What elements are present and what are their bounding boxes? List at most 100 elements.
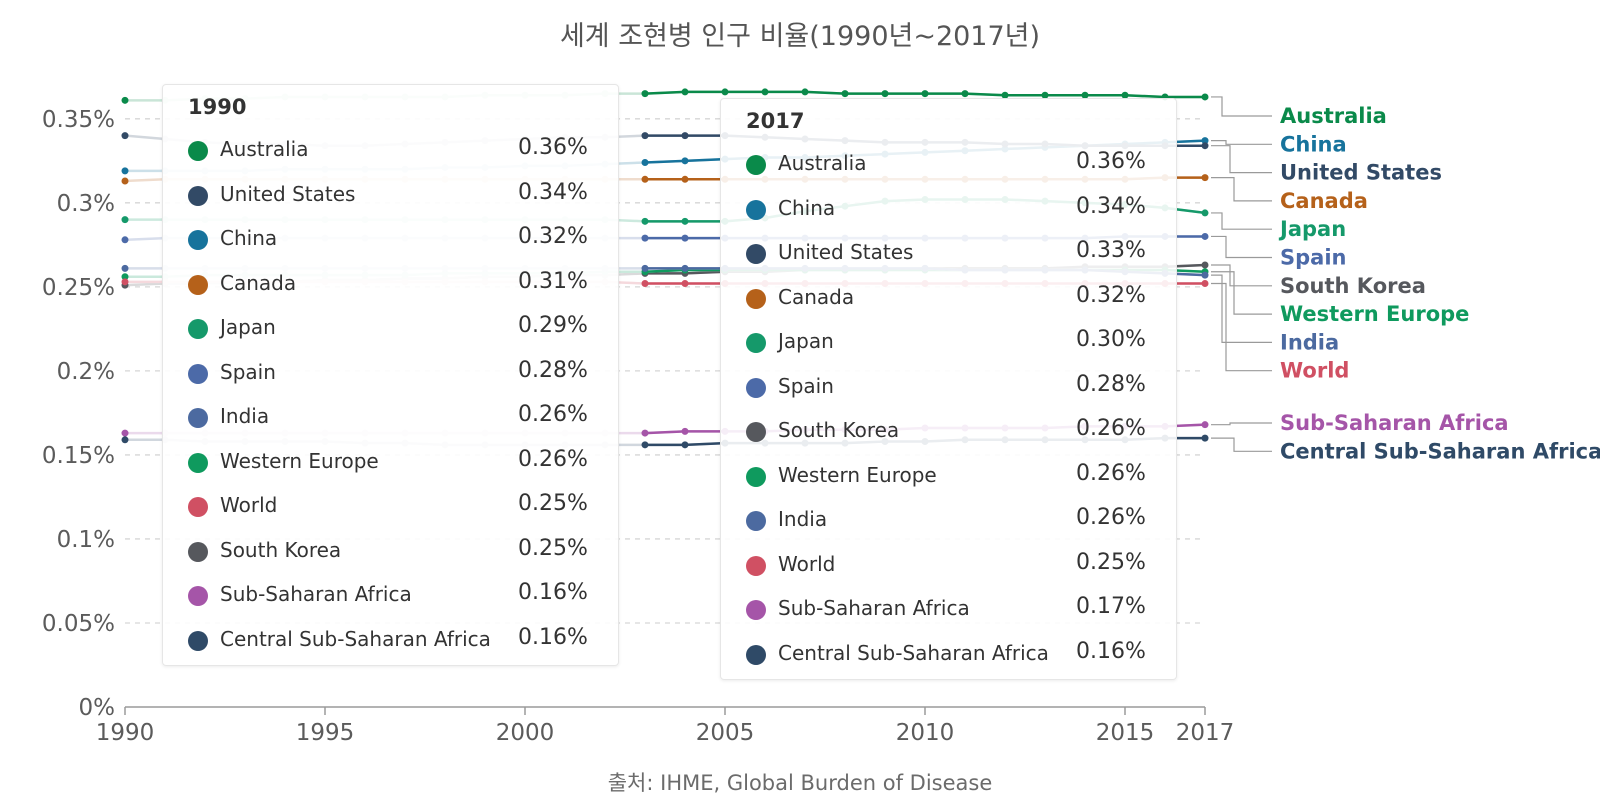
tooltip-series-name: China — [220, 226, 278, 250]
legend-dot-icon — [746, 511, 766, 531]
legend-dot-icon — [746, 644, 766, 665]
legend-dot-icon — [188, 319, 208, 339]
tooltip-series-name: Western Europe — [220, 448, 379, 473]
x-tick-label: 2015 — [1096, 720, 1155, 746]
data-point — [121, 132, 129, 140]
data-point — [1201, 421, 1209, 429]
tooltip-row: India 0.26% — [746, 505, 1146, 537]
data-point — [1121, 91, 1129, 99]
tooltip-series-value: 0.34% — [518, 179, 588, 205]
tooltip-row: Australia 0.36% — [188, 135, 588, 167]
tooltip-series-name: Central Sub-Saharan Africa — [778, 640, 1049, 665]
tooltip-row: Australia 0.36% — [746, 149, 1146, 181]
x-tick-label: 2017 — [1176, 720, 1235, 746]
label-leader — [1211, 212, 1272, 230]
data-point — [121, 278, 129, 286]
tooltip-series-value: 0.26% — [1076, 505, 1146, 530]
data-point — [641, 217, 649, 225]
tooltip-series-name: India — [778, 507, 828, 531]
x-tick-label: 2010 — [896, 720, 955, 746]
label-leader — [1211, 177, 1272, 202]
legend-dot-icon — [188, 274, 208, 295]
tooltip-row: South Korea 0.26% — [746, 416, 1146, 448]
label-leader — [1211, 235, 1272, 259]
data-point — [641, 280, 649, 287]
legend-dot-icon — [188, 141, 208, 161]
end-label: South Korea — [1280, 274, 1426, 298]
tooltip-series-value: 0.26% — [1076, 460, 1146, 486]
data-point — [881, 90, 889, 98]
tooltip-year: 2017 — [746, 109, 805, 133]
y-tick-label: 0.2% — [57, 359, 115, 385]
y-tick-label: 0.1% — [57, 527, 115, 553]
data-point — [681, 234, 689, 242]
data-point — [961, 90, 969, 98]
legend-dot-icon — [746, 199, 766, 220]
end-label: India — [1280, 330, 1339, 354]
tooltip-series-name: Japan — [220, 315, 276, 339]
data-point — [1201, 271, 1209, 279]
legend-dot-icon — [746, 466, 766, 487]
tooltip-series-name: United States — [778, 240, 914, 264]
data-point — [1041, 91, 1049, 99]
legend-dot-icon — [188, 408, 208, 428]
x-tick-label: 2005 — [696, 720, 755, 746]
tooltip-series-name: South Korea — [778, 418, 900, 442]
data-point — [121, 177, 129, 185]
tooltip-series-name: Australia — [220, 137, 309, 161]
tooltip-series-name: India — [220, 404, 270, 428]
data-point — [121, 236, 129, 244]
data-point — [1201, 261, 1209, 269]
tooltip-series-value: 0.16% — [518, 580, 588, 605]
data-point — [641, 159, 649, 166]
tooltip-row: Central Sub-Saharan Africa 0.16% — [746, 639, 1146, 671]
legend-dot-icon — [188, 363, 208, 384]
end-label: China — [1280, 132, 1347, 156]
tooltip-series-value: 0.32% — [518, 224, 588, 249]
x-tick-label: 1990 — [96, 720, 155, 746]
data-point — [681, 427, 689, 435]
legend-dot-icon — [188, 497, 208, 517]
legend-dot-icon — [188, 230, 208, 250]
legend-dot-icon — [746, 333, 766, 353]
data-point — [641, 175, 649, 183]
legend-dot-icon — [746, 244, 766, 264]
legend-dot-icon — [188, 630, 208, 651]
end-label: United States — [1280, 161, 1442, 185]
data-point — [641, 264, 649, 272]
tooltip-row: Canada 0.32% — [746, 283, 1146, 315]
y-tick-label: 0.3% — [57, 191, 115, 217]
end-label: Spain — [1280, 246, 1346, 270]
y-tick-label: 0.25% — [42, 275, 115, 301]
end-label: Australia — [1280, 104, 1387, 128]
tooltip-series-name: Sub-Saharan Africa — [778, 596, 970, 620]
data-point — [681, 175, 689, 183]
tooltip-row: China 0.34% — [746, 194, 1146, 226]
y-tick-label: 0.05% — [42, 611, 115, 637]
data-point — [641, 429, 649, 437]
data-point — [681, 217, 689, 225]
data-point — [1201, 174, 1209, 182]
data-point — [641, 441, 649, 449]
end-label: Western Europe — [1280, 302, 1469, 326]
tooltip-series-value: 0.34% — [1076, 193, 1146, 219]
tooltip-row: Western Europe 0.26% — [188, 447, 588, 479]
tooltip-row: Canada 0.31% — [188, 269, 588, 301]
tooltip-series-value: 0.16% — [1076, 638, 1146, 664]
legend-dot-icon — [746, 288, 766, 309]
data-point — [1201, 137, 1209, 145]
legend-dot-icon — [746, 422, 766, 442]
data-point — [121, 429, 129, 437]
data-point — [1201, 232, 1209, 240]
data-point — [761, 88, 769, 96]
legend-dot-icon — [746, 600, 766, 620]
data-point — [681, 88, 689, 96]
tooltip-row: United States 0.34% — [188, 180, 588, 212]
tooltip-series-value: 0.26% — [1076, 416, 1146, 441]
source-note: 출처: IHME, Global Burden of Disease — [608, 771, 993, 795]
label-leader — [1211, 437, 1272, 452]
data-point — [121, 216, 129, 224]
tooltip-series-name: Canada — [220, 270, 297, 295]
label-leader — [1211, 271, 1272, 315]
data-point — [641, 132, 649, 140]
